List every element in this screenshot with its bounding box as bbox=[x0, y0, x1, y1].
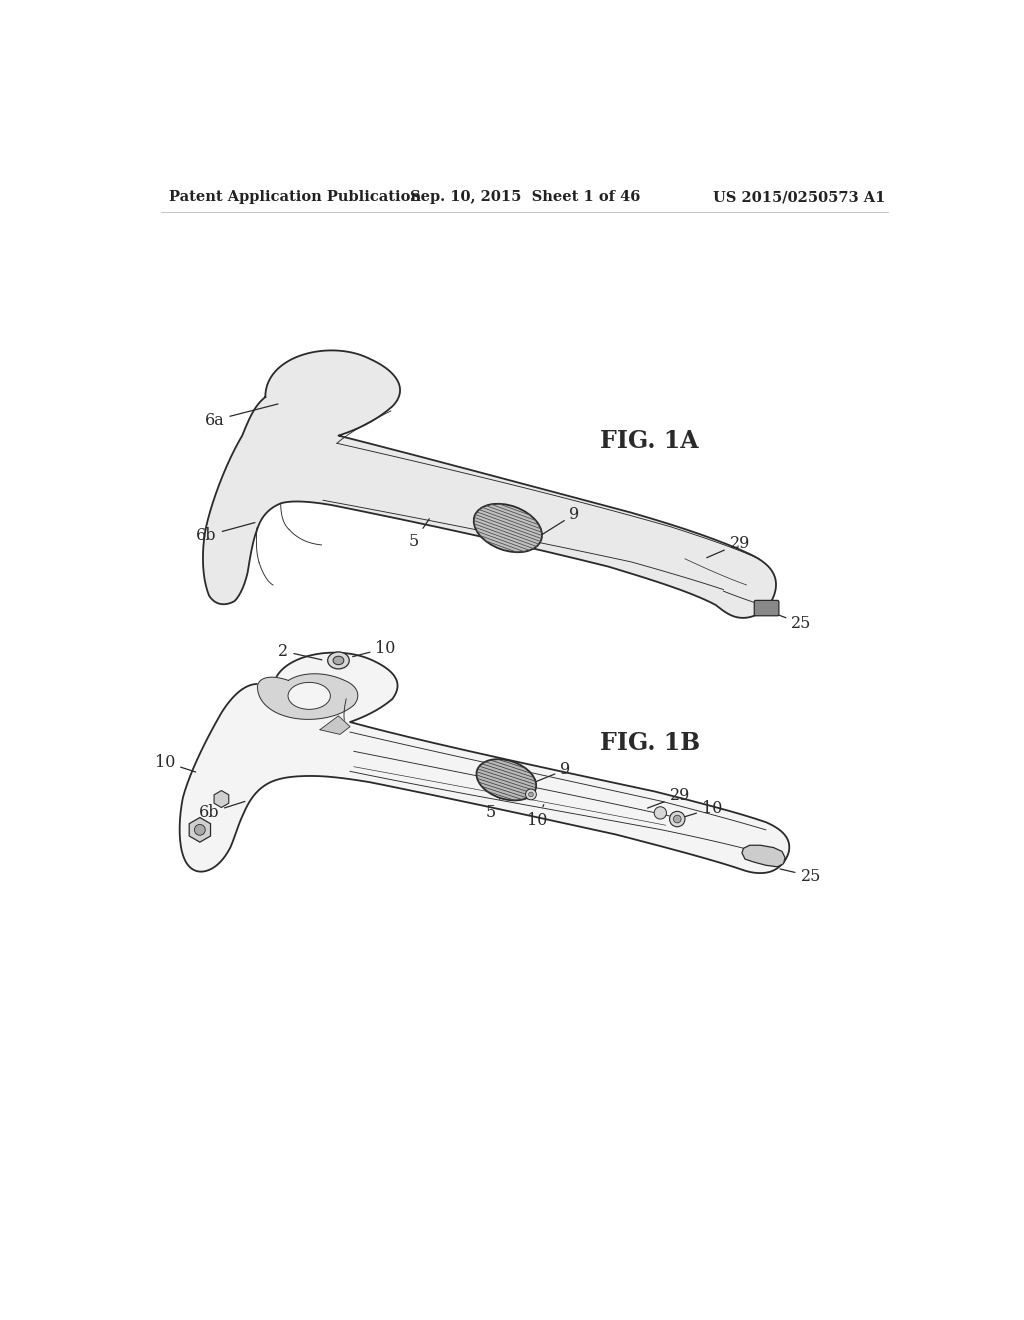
Polygon shape bbox=[179, 652, 790, 873]
Ellipse shape bbox=[195, 825, 205, 836]
Text: 6b: 6b bbox=[197, 523, 255, 544]
Text: 29: 29 bbox=[707, 535, 750, 557]
Circle shape bbox=[528, 792, 534, 797]
Polygon shape bbox=[319, 715, 350, 734]
Ellipse shape bbox=[288, 682, 331, 709]
FancyBboxPatch shape bbox=[755, 601, 779, 615]
Polygon shape bbox=[258, 673, 357, 719]
Text: Sep. 10, 2015  Sheet 1 of 46: Sep. 10, 2015 Sheet 1 of 46 bbox=[410, 190, 640, 205]
Text: 5: 5 bbox=[485, 799, 500, 821]
Ellipse shape bbox=[474, 504, 542, 552]
Text: 25: 25 bbox=[771, 612, 812, 632]
Text: FIG. 1A: FIG. 1A bbox=[600, 429, 698, 453]
Ellipse shape bbox=[333, 656, 344, 665]
Text: 9: 9 bbox=[534, 762, 570, 783]
Text: US 2015/0250573 A1: US 2015/0250573 A1 bbox=[713, 190, 885, 205]
Text: Patent Application Publication: Patent Application Publication bbox=[169, 190, 421, 205]
Text: 10: 10 bbox=[352, 640, 396, 656]
Text: 10: 10 bbox=[527, 805, 547, 829]
Polygon shape bbox=[203, 350, 776, 618]
Text: 6b: 6b bbox=[199, 801, 245, 821]
Circle shape bbox=[525, 789, 537, 800]
Circle shape bbox=[670, 812, 685, 826]
Polygon shape bbox=[742, 845, 785, 867]
Text: 29: 29 bbox=[647, 788, 690, 808]
Ellipse shape bbox=[476, 759, 537, 800]
Ellipse shape bbox=[328, 652, 349, 669]
Text: 25: 25 bbox=[780, 867, 821, 884]
Circle shape bbox=[654, 807, 667, 818]
Text: 9: 9 bbox=[543, 506, 580, 535]
Text: FIG. 1B: FIG. 1B bbox=[600, 731, 699, 755]
Text: 5: 5 bbox=[409, 519, 429, 550]
Text: 2: 2 bbox=[279, 643, 322, 660]
Text: 6a: 6a bbox=[205, 404, 279, 429]
Text: 10: 10 bbox=[155, 754, 196, 772]
Text: 10: 10 bbox=[680, 800, 722, 818]
Circle shape bbox=[674, 816, 681, 822]
